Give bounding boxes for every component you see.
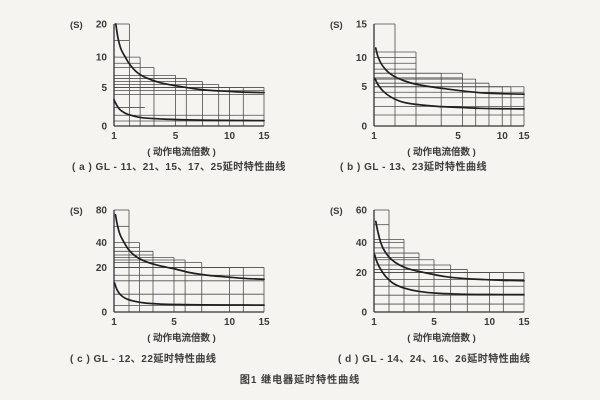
x-tick-label: 1 bbox=[371, 131, 377, 142]
y-tick-label: 0 bbox=[101, 308, 107, 319]
x-tick-label: 5 bbox=[173, 131, 179, 142]
chart-a: 0 5 10 20 1 5 10 15 (S)( 动作电流倍数 ) bbox=[56, 8, 308, 162]
x-tick-label: 1 bbox=[371, 317, 377, 328]
x-axis-title: ( 动作电流倍数 ) bbox=[147, 146, 216, 158]
chart-b: 0 5 10 15 1 5 10 15 (S)( 动作电流倍数 ) bbox=[316, 8, 568, 162]
curve_lower bbox=[113, 282, 265, 306]
x-axis-title: ( 动作电流倍数 ) bbox=[407, 146, 476, 158]
y-tick-label: 0 bbox=[361, 308, 367, 319]
x-tick-label: 5 bbox=[431, 317, 437, 328]
x-tick-label: 5 bbox=[171, 317, 177, 328]
y-tick-label: 20 bbox=[356, 268, 368, 279]
chart-d-caption: ( d ) GL - 14、24、16、26延时特性曲线 bbox=[338, 354, 531, 365]
curve_lower bbox=[373, 253, 525, 296]
chart-a-caption: ( a ) GL - 11、21、15、17、25延时特性曲线 bbox=[72, 162, 286, 173]
x-tick-label: 15 bbox=[258, 317, 270, 328]
y-tick-label: 15 bbox=[356, 20, 368, 31]
y-tick-label: 5 bbox=[101, 83, 107, 94]
x-tick-label: 10 bbox=[224, 317, 236, 328]
y-tick-label: 60 bbox=[356, 206, 368, 217]
x-tick-label: 5 bbox=[455, 131, 461, 142]
y-tick-label: 5 bbox=[361, 82, 367, 93]
x-tick-label: 15 bbox=[258, 131, 270, 142]
y-unit-label: (S) bbox=[330, 206, 343, 217]
x-axis-title: ( 动作电流倍数 ) bbox=[407, 332, 476, 344]
chart-d: 0 20 40 60 1 5 10 15 (S)( 动作电流倍数 ) bbox=[316, 194, 568, 348]
chart-c: 0 20 40 80 1 5 10 15 (S)( 动作电流倍数 ) bbox=[56, 194, 308, 348]
y-unit-label: (S) bbox=[330, 20, 343, 31]
curve_lower bbox=[373, 77, 525, 110]
y-tick-label: 10 bbox=[356, 53, 368, 64]
y-tick-label: 0 bbox=[101, 122, 107, 133]
y-tick-label: 0 bbox=[361, 122, 367, 133]
curve_upper bbox=[114, 23, 265, 94]
y-tick-label: 20 bbox=[96, 263, 108, 274]
curve_upper bbox=[374, 47, 525, 96]
y-tick-label: 80 bbox=[96, 206, 108, 217]
x-tick-label: 15 bbox=[518, 131, 530, 142]
x-tick-label: 1 bbox=[111, 317, 117, 328]
curve_lower bbox=[113, 99, 265, 122]
figure-title: 图1 继电器延时特性曲线 bbox=[239, 375, 361, 386]
x-tick-label: 10 bbox=[484, 317, 496, 328]
x-tick-label: 1 bbox=[111, 131, 117, 142]
chart-b-caption: ( b ) GL - 13、23延时特性曲线 bbox=[340, 162, 487, 173]
y-tick-label: 10 bbox=[96, 53, 108, 64]
x-tick-label: 10 bbox=[224, 131, 236, 142]
y-unit-label: (S) bbox=[70, 20, 83, 31]
x-tick-label: 10 bbox=[497, 131, 509, 142]
curve_upper bbox=[374, 220, 525, 282]
y-tick-label: 20 bbox=[96, 20, 108, 31]
y-tick-label: 40 bbox=[96, 238, 108, 249]
curve_upper bbox=[114, 214, 265, 281]
chart-c-caption: ( c ) GL - 12、22延时特性曲线 bbox=[70, 354, 217, 365]
x-tick-label: 15 bbox=[518, 317, 530, 328]
x-axis-title: ( 动作电流倍数 ) bbox=[147, 332, 216, 344]
y-unit-label: (S) bbox=[70, 206, 83, 217]
y-tick-label: 40 bbox=[356, 238, 368, 249]
